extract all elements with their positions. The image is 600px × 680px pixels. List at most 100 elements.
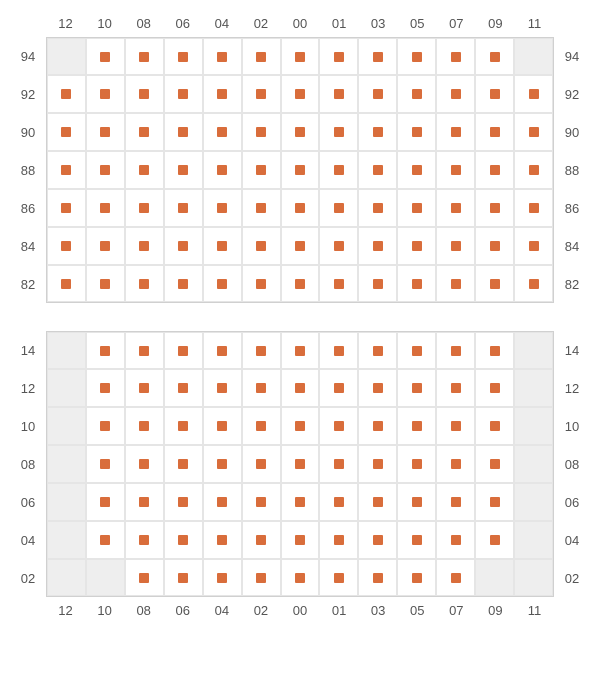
seat[interactable] [319, 113, 358, 151]
seat[interactable] [203, 369, 242, 407]
seat[interactable] [436, 38, 475, 75]
seat[interactable] [203, 227, 242, 265]
seat[interactable] [436, 332, 475, 369]
seat[interactable] [436, 113, 475, 151]
seat[interactable] [358, 38, 397, 75]
seat[interactable] [319, 445, 358, 483]
seat[interactable] [475, 369, 514, 407]
seat[interactable] [436, 521, 475, 559]
seat[interactable] [242, 113, 281, 151]
seat[interactable] [86, 75, 125, 113]
seat[interactable] [397, 483, 436, 521]
seat[interactable] [319, 369, 358, 407]
seat[interactable] [475, 265, 514, 302]
seat[interactable] [203, 151, 242, 189]
seat[interactable] [203, 559, 242, 596]
seat[interactable] [475, 113, 514, 151]
seat[interactable] [86, 407, 125, 445]
seat[interactable] [436, 75, 475, 113]
seat[interactable] [164, 483, 203, 521]
seat[interactable] [125, 38, 164, 75]
seat[interactable] [86, 151, 125, 189]
seat[interactable] [514, 189, 553, 227]
seat[interactable] [397, 38, 436, 75]
seat[interactable] [319, 407, 358, 445]
seat[interactable] [164, 445, 203, 483]
seat[interactable] [397, 151, 436, 189]
seat[interactable] [436, 151, 475, 189]
seat[interactable] [397, 332, 436, 369]
seat[interactable] [514, 75, 553, 113]
seat[interactable] [281, 151, 320, 189]
seat[interactable] [242, 189, 281, 227]
seat[interactable] [281, 265, 320, 302]
seat[interactable] [242, 521, 281, 559]
seat[interactable] [397, 521, 436, 559]
seat[interactable] [164, 75, 203, 113]
seat[interactable] [397, 113, 436, 151]
seat[interactable] [86, 483, 125, 521]
seat[interactable] [164, 332, 203, 369]
seat[interactable] [164, 227, 203, 265]
seat[interactable] [86, 265, 125, 302]
seat[interactable] [475, 151, 514, 189]
seat[interactable] [86, 189, 125, 227]
seat[interactable] [242, 483, 281, 521]
seat[interactable] [125, 189, 164, 227]
seat[interactable] [475, 445, 514, 483]
seat[interactable] [514, 151, 553, 189]
seat[interactable] [125, 445, 164, 483]
seat[interactable] [125, 75, 164, 113]
seat[interactable] [475, 75, 514, 113]
seat[interactable] [164, 521, 203, 559]
seat[interactable] [358, 332, 397, 369]
seat[interactable] [242, 332, 281, 369]
seat[interactable] [203, 189, 242, 227]
seat[interactable] [319, 483, 358, 521]
seat[interactable] [514, 227, 553, 265]
seat[interactable] [397, 227, 436, 265]
seat[interactable] [397, 407, 436, 445]
seat[interactable] [164, 369, 203, 407]
seat[interactable] [358, 521, 397, 559]
seat[interactable] [164, 189, 203, 227]
seat[interactable] [358, 151, 397, 189]
seat[interactable] [358, 227, 397, 265]
seat[interactable] [281, 369, 320, 407]
seat[interactable] [281, 75, 320, 113]
seat[interactable] [475, 227, 514, 265]
seat[interactable] [125, 265, 164, 302]
seat[interactable] [86, 369, 125, 407]
seat[interactable] [281, 227, 320, 265]
seat[interactable] [436, 227, 475, 265]
seat[interactable] [436, 445, 475, 483]
seat[interactable] [47, 113, 86, 151]
seat[interactable] [319, 75, 358, 113]
seat[interactable] [203, 483, 242, 521]
seat[interactable] [242, 151, 281, 189]
seat[interactable] [319, 189, 358, 227]
seat[interactable] [319, 332, 358, 369]
seat[interactable] [86, 521, 125, 559]
seat[interactable] [436, 265, 475, 302]
seat[interactable] [281, 521, 320, 559]
seat[interactable] [319, 559, 358, 596]
seat[interactable] [242, 227, 281, 265]
seat[interactable] [164, 407, 203, 445]
seat[interactable] [125, 227, 164, 265]
seat[interactable] [47, 75, 86, 113]
seat[interactable] [242, 38, 281, 75]
seat[interactable] [242, 265, 281, 302]
seat[interactable] [281, 407, 320, 445]
seat[interactable] [203, 75, 242, 113]
seat[interactable] [86, 445, 125, 483]
seat[interactable] [475, 483, 514, 521]
seat[interactable] [436, 483, 475, 521]
seat[interactable] [86, 332, 125, 369]
seat[interactable] [203, 445, 242, 483]
seat[interactable] [436, 559, 475, 596]
seat[interactable] [242, 407, 281, 445]
seat[interactable] [358, 369, 397, 407]
seat[interactable] [125, 521, 164, 559]
seat[interactable] [125, 369, 164, 407]
